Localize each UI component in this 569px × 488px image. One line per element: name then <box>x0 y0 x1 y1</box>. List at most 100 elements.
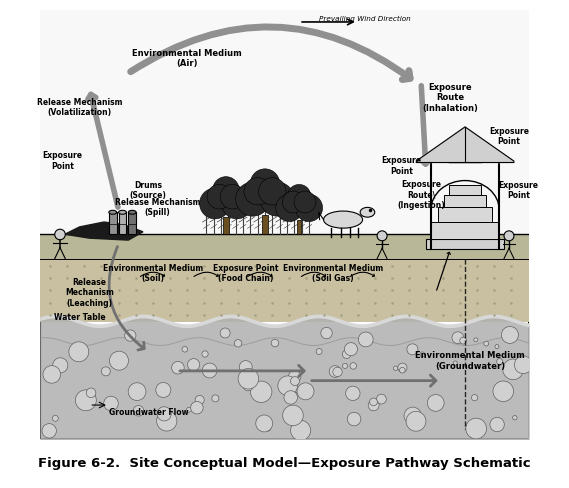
Circle shape <box>133 406 144 416</box>
Circle shape <box>350 363 357 369</box>
Circle shape <box>101 367 110 376</box>
Circle shape <box>278 376 298 396</box>
Text: Groundwater Flow: Groundwater Flow <box>109 408 188 417</box>
Circle shape <box>406 411 426 431</box>
Circle shape <box>202 351 208 357</box>
FancyArrowPatch shape <box>436 252 450 290</box>
Circle shape <box>240 361 252 373</box>
Circle shape <box>202 363 217 378</box>
Circle shape <box>221 188 252 219</box>
Bar <box>426 239 504 249</box>
FancyArrowPatch shape <box>180 366 304 376</box>
Text: Environmental Medium
(Groundwater): Environmental Medium (Groundwater) <box>415 351 525 371</box>
Circle shape <box>291 377 299 386</box>
Circle shape <box>399 367 405 373</box>
Circle shape <box>321 327 332 339</box>
Circle shape <box>484 341 489 346</box>
Circle shape <box>195 395 204 405</box>
Circle shape <box>243 380 253 391</box>
Ellipse shape <box>109 210 117 214</box>
Ellipse shape <box>360 207 375 217</box>
Text: Exposure
Point: Exposure Point <box>382 156 422 176</box>
Text: Exposure
Point: Exposure Point <box>43 151 83 171</box>
Ellipse shape <box>129 210 136 214</box>
FancyArrowPatch shape <box>312 375 436 386</box>
Circle shape <box>295 194 323 222</box>
Circle shape <box>283 405 303 426</box>
Circle shape <box>276 194 303 222</box>
Circle shape <box>284 391 298 404</box>
Text: Drums
(Source): Drums (Source) <box>129 181 166 200</box>
FancyArrowPatch shape <box>302 272 325 277</box>
Circle shape <box>55 229 65 240</box>
Bar <box>40 10 529 234</box>
Circle shape <box>472 395 478 401</box>
Circle shape <box>156 383 171 397</box>
Circle shape <box>244 178 271 205</box>
Circle shape <box>377 231 387 241</box>
Circle shape <box>333 367 342 377</box>
Circle shape <box>346 386 360 401</box>
Circle shape <box>503 359 523 380</box>
Bar <box>438 207 492 222</box>
Text: Exposure
Point: Exposure Point <box>489 127 529 146</box>
Circle shape <box>460 337 467 344</box>
Circle shape <box>200 188 230 219</box>
Circle shape <box>187 407 191 412</box>
Circle shape <box>294 191 316 213</box>
Circle shape <box>109 351 129 370</box>
Circle shape <box>358 332 373 347</box>
Circle shape <box>288 370 301 383</box>
FancyArrowPatch shape <box>131 27 410 80</box>
Circle shape <box>343 364 348 368</box>
Text: Environmental Medium
(Soil Gas): Environmental Medium (Soil Gas) <box>283 264 384 283</box>
Circle shape <box>453 361 457 365</box>
Circle shape <box>255 415 273 432</box>
Circle shape <box>271 339 279 347</box>
Text: Prevailing Wind Direction: Prevailing Wind Direction <box>319 16 410 21</box>
Circle shape <box>172 362 184 374</box>
Circle shape <box>182 346 188 352</box>
Circle shape <box>260 182 294 216</box>
Bar <box>40 259 529 322</box>
Circle shape <box>188 359 200 371</box>
Circle shape <box>115 354 123 362</box>
Circle shape <box>466 418 486 439</box>
Bar <box>449 185 481 195</box>
Circle shape <box>104 396 118 411</box>
Circle shape <box>220 328 230 338</box>
Circle shape <box>213 177 239 203</box>
Bar <box>297 220 302 234</box>
Text: Exposure
Route
(Inhalation): Exposure Route (Inhalation) <box>422 82 479 113</box>
Text: Exposure
Route\
(Ingestion): Exposure Route\ (Ingestion) <box>397 180 445 210</box>
Circle shape <box>495 345 499 348</box>
Circle shape <box>238 368 259 389</box>
Circle shape <box>407 344 418 355</box>
Circle shape <box>493 381 513 402</box>
Circle shape <box>514 356 532 374</box>
Circle shape <box>370 398 377 406</box>
Text: Figure 6-2.  Site Conceptual Model—Exposure Pathway Schematic: Figure 6-2. Site Conceptual Model—Exposu… <box>38 457 531 470</box>
Circle shape <box>501 326 518 344</box>
Circle shape <box>452 332 464 344</box>
Ellipse shape <box>118 210 126 214</box>
Circle shape <box>250 169 279 198</box>
Text: Environmental Medium
(Soil): Environmental Medium (Soil) <box>102 264 203 283</box>
Bar <box>431 222 499 239</box>
Circle shape <box>316 348 322 354</box>
Circle shape <box>69 342 89 362</box>
Circle shape <box>427 394 444 411</box>
Circle shape <box>207 184 232 209</box>
Bar <box>444 195 486 207</box>
Circle shape <box>86 388 96 398</box>
Circle shape <box>125 330 136 341</box>
Circle shape <box>156 411 177 431</box>
Circle shape <box>368 400 379 411</box>
Bar <box>262 215 268 234</box>
Circle shape <box>265 426 271 431</box>
Circle shape <box>513 416 517 420</box>
Circle shape <box>236 182 270 216</box>
Circle shape <box>394 366 398 370</box>
Text: Water Table: Water Table <box>53 313 105 322</box>
Circle shape <box>474 338 478 342</box>
